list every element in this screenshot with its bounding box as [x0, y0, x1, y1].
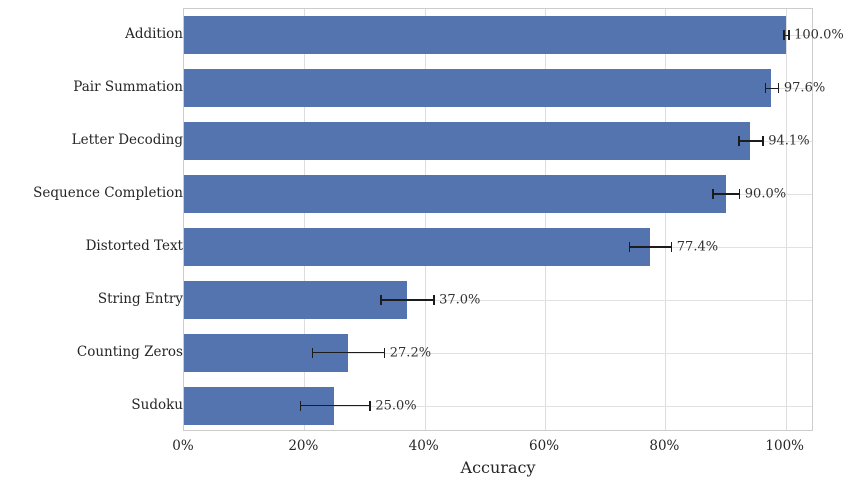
error-bar — [380, 299, 434, 301]
value-label: 94.1% — [768, 133, 810, 149]
error-bar-cap — [777, 83, 780, 94]
bar-pair-summation — [184, 69, 772, 108]
value-label: 77.4% — [676, 239, 719, 255]
x-tick-label: 20% — [288, 438, 319, 454]
vertical-gridline — [545, 9, 547, 430]
value-label: 27.2% — [389, 345, 432, 361]
horizontal-gridline — [184, 405, 812, 407]
category-label: Sudoku — [131, 396, 183, 413]
x-axis-title: Accuracy — [460, 458, 536, 477]
category-label: String Entry — [97, 290, 183, 307]
bar-addition — [184, 16, 786, 55]
x-tick-label: 0% — [172, 438, 194, 454]
error-bar-cap — [712, 189, 714, 200]
error-bar — [628, 246, 671, 248]
error-bar-cap — [783, 30, 785, 41]
error-bar-cap — [670, 241, 673, 252]
x-tick-label: 80% — [649, 438, 680, 454]
x-tick-label: 100% — [765, 438, 805, 454]
error-bar-cap — [738, 136, 740, 147]
value-label: 37.0% — [439, 292, 481, 308]
error-bar — [311, 351, 384, 354]
error-bar-cap — [628, 241, 631, 252]
bar-string-entry — [184, 280, 407, 319]
category-label: Pair Summation — [73, 79, 183, 96]
error-bar-cap — [383, 347, 386, 358]
bar-letter-decoding — [184, 122, 751, 161]
category-label: Letter Decoding — [71, 132, 183, 149]
error-bar — [764, 87, 778, 90]
plot-area: 100.0% 97.6% 94.1% 90.0% 77.4% 37.0% 27.2% 25.0… — [183, 8, 844, 431]
vertical-gridline — [785, 9, 787, 430]
error-bar-cap — [764, 83, 767, 94]
vertical-gridline — [665, 9, 667, 430]
vertical-gridline — [424, 9, 426, 430]
x-tick-label: 60% — [529, 438, 560, 454]
category-label: Distorted Text — [85, 237, 183, 254]
error-bar — [299, 404, 370, 407]
category-label: Addition — [125, 26, 183, 43]
bar-distorted-text — [184, 227, 650, 266]
x-tick-label: 40% — [408, 438, 439, 454]
error-bar-cap — [788, 30, 790, 41]
horizontal-gridline — [184, 299, 812, 301]
category-label: Sequence Completion — [33, 185, 183, 202]
value-label: 25.0% — [375, 398, 417, 414]
error-bar-cap — [380, 294, 382, 305]
value-label: 90.0% — [744, 186, 787, 202]
error-bar-cap — [369, 400, 371, 411]
error-bar-cap — [299, 400, 302, 411]
bar-sequence-completion — [184, 175, 726, 214]
error-bar-cap — [433, 294, 435, 305]
error-bar — [738, 140, 763, 142]
error-bar-cap — [738, 189, 741, 200]
value-label: 97.6% — [783, 80, 826, 96]
vertical-gridline — [304, 9, 306, 430]
error-bar — [712, 193, 739, 195]
value-label: 100.0% — [794, 27, 844, 43]
error-bar — [783, 34, 789, 37]
error-bar-cap — [762, 136, 764, 147]
horizontal-gridline — [184, 352, 812, 354]
error-bar-cap — [311, 347, 314, 358]
category-label: Counting Zeros — [76, 343, 183, 360]
